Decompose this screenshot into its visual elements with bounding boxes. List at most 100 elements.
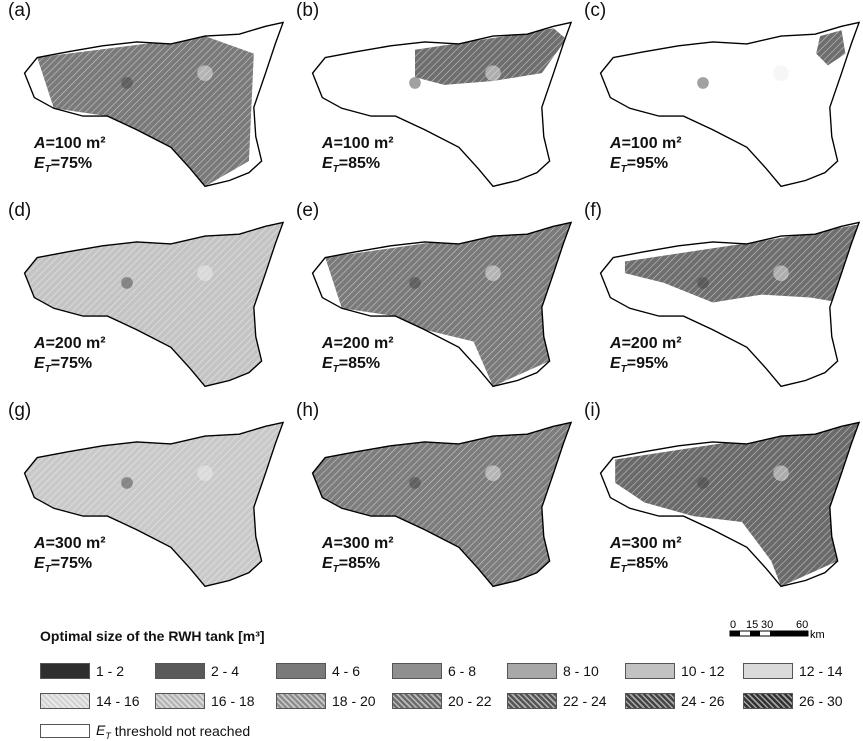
map-panel-d: (d) A=200 m² ET=75% xyxy=(4,200,285,400)
map-panel-g: (g) A=300 m² ET=75% xyxy=(4,400,285,600)
legend-item-not-reached: ET threshold not reached xyxy=(40,722,250,740)
panel-caption: A=200 m² ET=75% xyxy=(34,334,106,380)
map-panel-a: (a) A=100 m² ET=75% xyxy=(4,0,285,200)
area-label: A=200 m² xyxy=(610,335,682,352)
map-panel-c: (c) A=100 m² ET=95% xyxy=(580,0,861,200)
map-blob xyxy=(197,65,213,81)
map-panel-i: (i) A=300 m² ET=85% xyxy=(580,400,861,600)
legend-label: 14 - 16 xyxy=(96,693,140,709)
legend-label: 8 - 10 xyxy=(563,663,599,679)
panel-caption: A=300 m² ET=75% xyxy=(34,534,106,580)
panel-letter: (h) xyxy=(296,400,320,421)
legend-item: 10 - 12 xyxy=(625,662,725,680)
legend-label: 10 - 12 xyxy=(681,663,725,679)
et-label: ET=75% xyxy=(34,155,93,176)
et-label: ET=95% xyxy=(610,155,669,176)
legend-swatch xyxy=(40,663,90,679)
legend-swatch xyxy=(392,693,442,709)
map-blob xyxy=(485,265,501,281)
et-label: ET=85% xyxy=(322,155,381,176)
legend-swatch xyxy=(625,693,675,709)
legend-swatch xyxy=(155,663,205,679)
map-blob xyxy=(697,77,709,89)
legend-swatch xyxy=(743,693,793,709)
legend-label: 12 - 14 xyxy=(799,663,843,679)
area-label: A=300 m² xyxy=(610,535,682,552)
area-label: A=200 m² xyxy=(34,335,106,352)
map-blob xyxy=(697,477,709,489)
panel-caption: A=300 m² ET=85% xyxy=(610,534,682,580)
legend-not-reached-label: threshold not reached xyxy=(110,723,251,739)
panel-caption: A=200 m² ET=95% xyxy=(610,334,682,380)
map-hatch xyxy=(24,422,284,587)
panel-letter: (i) xyxy=(584,400,601,421)
legend-label: 26 - 30 xyxy=(799,693,843,709)
legend-item: 18 - 20 xyxy=(276,692,376,710)
panel-caption: A=100 m² ET=95% xyxy=(610,134,682,180)
legend-swatch xyxy=(507,693,557,709)
map-panel-e: (e) A=200 m² ET=85% xyxy=(292,200,573,400)
map-blob xyxy=(485,465,501,481)
legend-item: 26 - 30 xyxy=(743,692,843,710)
map-hatch xyxy=(624,224,860,303)
sicily-outline xyxy=(311,21,573,188)
panel-letter: (d) xyxy=(8,200,32,221)
map-hatch xyxy=(325,222,572,387)
legend-item: 4 - 6 xyxy=(276,662,360,680)
map-panel-h: (h) A=300 m² ET=85% xyxy=(292,400,573,600)
sicily-map xyxy=(599,421,861,588)
legend-swatch xyxy=(276,663,326,679)
map-hatch xyxy=(312,422,572,587)
map-blob xyxy=(197,265,213,281)
legend-label: 2 - 4 xyxy=(211,663,240,679)
sicily-outline xyxy=(599,221,861,388)
map-hatch xyxy=(816,30,846,66)
map-blob xyxy=(121,477,133,489)
legend-item: 1 - 2 xyxy=(40,662,124,680)
map-blob xyxy=(121,77,133,89)
sicily-map xyxy=(23,221,285,388)
legend-title: Optimal size of the RWH tank [m³] xyxy=(40,628,265,644)
map-blob xyxy=(197,465,213,481)
panel-letter: (g) xyxy=(8,400,32,421)
legend-item: 20 - 22 xyxy=(392,692,492,710)
legend-label: 22 - 24 xyxy=(563,693,607,709)
legend-label: 20 - 22 xyxy=(448,693,492,709)
et-label: ET=95% xyxy=(610,355,669,376)
sicily-map xyxy=(599,21,861,188)
scale-tick-15: 15 xyxy=(746,619,758,631)
map-blob xyxy=(697,277,709,289)
legend-label: 24 - 26 xyxy=(681,693,725,709)
map-blob xyxy=(409,477,421,489)
map-blob xyxy=(773,465,789,481)
map-blob xyxy=(773,265,789,281)
map-blob xyxy=(773,65,789,81)
scale-unit: km xyxy=(810,629,825,641)
et-label: ET=75% xyxy=(34,555,93,576)
legend-swatch xyxy=(40,693,90,709)
et-label: ET=85% xyxy=(322,555,381,576)
sicily-map xyxy=(23,421,285,588)
sicily-outline xyxy=(311,221,573,388)
legend-item: 12 - 14 xyxy=(743,662,843,680)
map-hatch xyxy=(615,422,860,587)
scale-tick-60: 60 xyxy=(796,619,808,631)
legend-item: 6 - 8 xyxy=(392,662,476,680)
legend-label: 6 - 8 xyxy=(448,663,477,679)
legend-swatch xyxy=(276,693,326,709)
panel-letter: (f) xyxy=(584,200,602,221)
legend-item: 24 - 26 xyxy=(625,692,725,710)
legend-et-symbol: ET xyxy=(96,721,111,741)
panel-caption: A=100 m² ET=85% xyxy=(322,134,394,180)
legend-swatch xyxy=(392,663,442,679)
area-label: A=100 m² xyxy=(322,135,394,152)
legend-label: 16 - 18 xyxy=(211,693,255,709)
sicily-map xyxy=(599,221,861,388)
sicily-map xyxy=(311,21,573,188)
panel-letter: (b) xyxy=(296,0,320,21)
scale-bar-seg3 xyxy=(770,631,808,636)
area-label: A=300 m² xyxy=(322,535,394,552)
legend-swatch xyxy=(155,693,205,709)
et-label: ET=85% xyxy=(322,355,381,376)
area-label: A=100 m² xyxy=(610,135,682,152)
